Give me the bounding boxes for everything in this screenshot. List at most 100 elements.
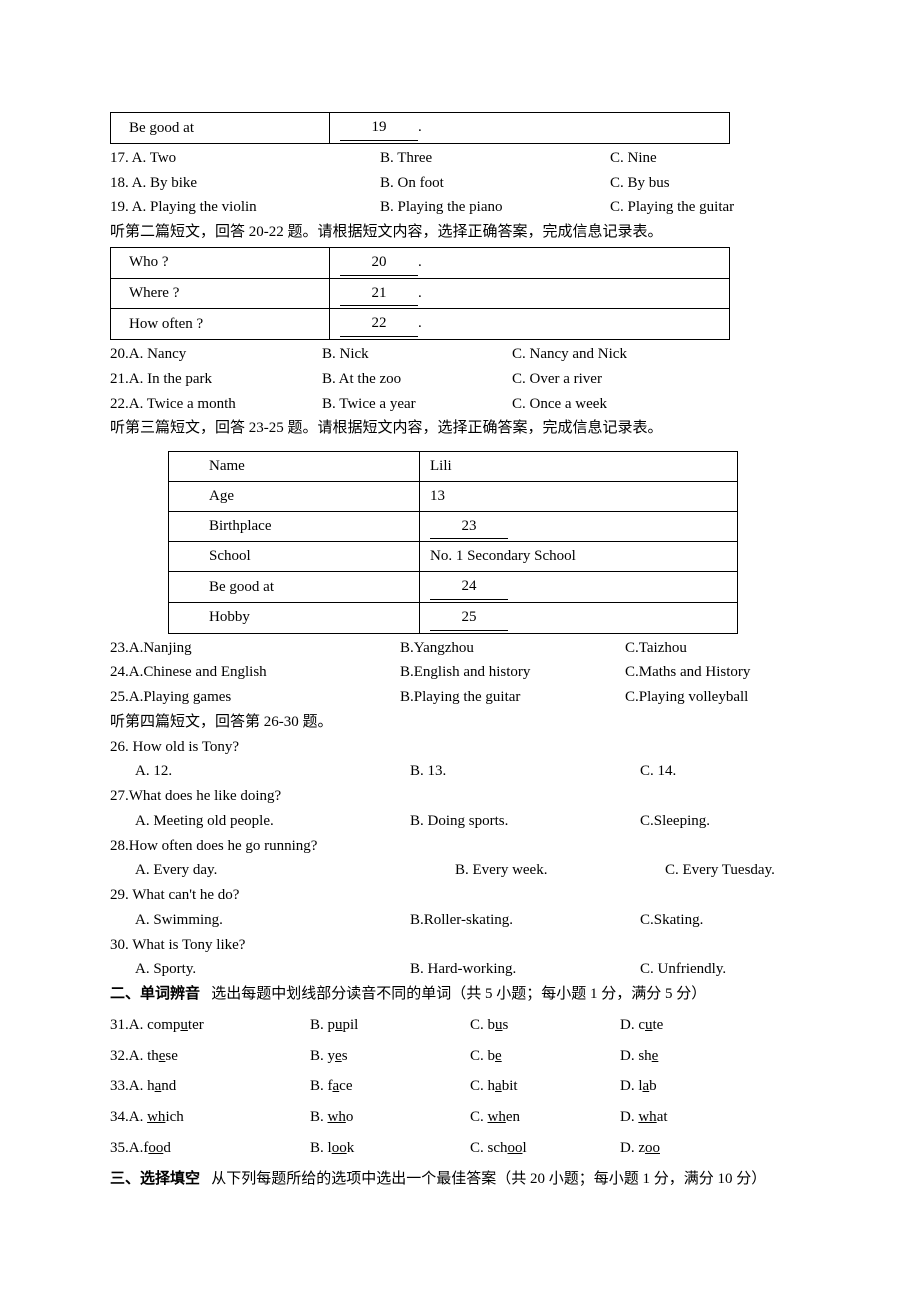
- cell-value: 23: [420, 511, 738, 542]
- opt-c: C. Playing the guitar: [610, 195, 825, 220]
- opt-c: C. Nancy and Nick: [512, 342, 825, 367]
- cell-value: 24: [420, 572, 738, 603]
- blank-24: 24: [430, 574, 508, 600]
- opt-a: 19. A. Playing the violin: [110, 195, 380, 220]
- table-row: Who ? 20.: [111, 247, 730, 278]
- section-2-title: 二、单词辨音: [110, 986, 200, 1002]
- cell-value: 19.: [330, 113, 730, 144]
- section-2-heading: 二、单词辨音 选出每题中划线部分读音不同的单词（共 5 小题；每小题 1 分，满…: [110, 982, 825, 1007]
- cell-label: Be good at: [111, 113, 330, 144]
- blank-22: 22: [340, 311, 418, 337]
- opt-b: B. Nick: [322, 342, 512, 367]
- opt-b: B.English and history: [400, 660, 625, 685]
- q30-opts: A. Sporty. B. Hard-working. C. Unfriendl…: [110, 957, 825, 982]
- section-3-title: 三、选择填空: [110, 1171, 200, 1187]
- opt-c: C. when: [470, 1105, 620, 1130]
- opt-c: C. school: [470, 1136, 620, 1161]
- blank-23: 23: [430, 514, 508, 540]
- cell-label: Name: [169, 452, 420, 482]
- opt-c: C. Unfriendly.: [640, 957, 825, 982]
- q26-opts: A. 12. B. 13. C. 14.: [110, 759, 825, 784]
- opt-c: C.Skating.: [640, 908, 825, 933]
- opt-b: B. At the zoo: [322, 367, 512, 392]
- q25: 25.A.Playing games B.Playing the guitar …: [110, 685, 825, 710]
- opt-b: B.Playing the guitar: [400, 685, 625, 710]
- q21: 21.A. In the park B. At the zoo C. Over …: [110, 367, 825, 392]
- table-row: Birthplace 23: [169, 511, 738, 542]
- opt-c: C. Once a week: [512, 392, 825, 417]
- opt-c: C.Playing volleyball: [625, 685, 825, 710]
- q35: 35.A.food B. look C. school D. zoo: [110, 1136, 825, 1161]
- cell-label: Where ?: [111, 278, 330, 309]
- table-row: School No. 1 Secondary School: [169, 542, 738, 572]
- cell-value: Lili: [420, 452, 738, 482]
- q30: 30. What is Tony like?: [110, 933, 825, 958]
- opt-b: B. pupil: [310, 1013, 470, 1038]
- q28: 28.How often does he go running?: [110, 834, 825, 859]
- opt-b: B. yes: [310, 1044, 470, 1069]
- table-row: Where ? 21.: [111, 278, 730, 309]
- cell-label: School: [169, 542, 420, 572]
- q33: 33.A. hand B. face C. habit D. lab: [110, 1074, 825, 1099]
- opt-a: 17. A. Two: [110, 146, 380, 171]
- q17: 17. A. Two B. Three C. Nine: [110, 146, 825, 171]
- q26: 26. How old is Tony?: [110, 735, 825, 760]
- opt-c: C.Taizhou: [625, 636, 825, 661]
- opt-c: C. By bus: [610, 171, 825, 196]
- opt-a: A. 12.: [135, 759, 410, 784]
- opt-b: B. Every week.: [455, 858, 665, 883]
- opt-a: 33.A. hand: [110, 1074, 310, 1099]
- section-2-desc: 选出每题中划线部分读音不同的单词（共 5 小题；每小题 1 分，满分 5 分）: [211, 986, 706, 1002]
- q31: 31.A. computer B. pupil C. bus D. cute: [110, 1013, 825, 1038]
- q27-opts: A. Meeting old people. B. Doing sports. …: [110, 809, 825, 834]
- cell-label: Hobby: [169, 602, 420, 633]
- q28-opts: A. Every day. B. Every week. C. Every Tu…: [110, 858, 825, 883]
- table-row: Be good at 19.: [111, 113, 730, 144]
- opt-a: 35.A.food: [110, 1136, 310, 1161]
- opt-a: 22.A. Twice a month: [110, 392, 322, 417]
- opt-b: B. Twice a year: [322, 392, 512, 417]
- cell-value: 25: [420, 602, 738, 633]
- opt-a: A. Sporty.: [135, 957, 410, 982]
- table-row: How often ? 22.: [111, 309, 730, 340]
- section-3-desc: 从下列每题所给的选项中选出一个最佳答案（共 20 小题；每小题 1 分，满分 1…: [211, 1171, 766, 1187]
- opt-a: A. Meeting old people.: [135, 809, 410, 834]
- opt-a: 20.A. Nancy: [110, 342, 322, 367]
- opt-b: B. Three: [380, 146, 610, 171]
- opt-b: B. Doing sports.: [410, 809, 640, 834]
- opt-a: 24.A.Chinese and English: [110, 660, 400, 685]
- opt-a: 25.A.Playing games: [110, 685, 400, 710]
- opt-c: C.Sleeping.: [640, 809, 825, 834]
- q29: 29. What can't he do?: [110, 883, 825, 908]
- opt-a: 18. A. By bike: [110, 171, 380, 196]
- opt-c: C. bus: [470, 1013, 620, 1038]
- opt-d: D. cute: [620, 1013, 825, 1038]
- opt-c: C. Over a river: [512, 367, 825, 392]
- table-row: Age 13: [169, 481, 738, 511]
- q22: 22.A. Twice a month B. Twice a year C. O…: [110, 392, 825, 417]
- opt-a: 31.A. computer: [110, 1013, 310, 1038]
- q19: 19. A. Playing the violin B. Playing the…: [110, 195, 825, 220]
- opt-d: D. zoo: [620, 1136, 825, 1161]
- opt-a: 32.A. these: [110, 1044, 310, 1069]
- cell-value: 13: [420, 481, 738, 511]
- blank-25: 25: [430, 605, 508, 631]
- opt-b: B. On foot: [380, 171, 610, 196]
- section-3-heading: 三、选择填空 从下列每题所给的选项中选出一个最佳答案（共 20 小题；每小题 1…: [110, 1167, 825, 1192]
- q29-opts: A. Swimming. B.Roller-skating. C.Skating…: [110, 908, 825, 933]
- q27: 27.What does he like doing?: [110, 784, 825, 809]
- opt-c: C. Every Tuesday.: [665, 858, 825, 883]
- blank-21: 21: [340, 281, 418, 307]
- cell-value: 22.: [330, 309, 730, 340]
- opt-a: 21.A. In the park: [110, 367, 322, 392]
- cell-label: Be good at: [169, 572, 420, 603]
- opt-b: B.Roller-skating.: [410, 908, 640, 933]
- instruction-4: 听第四篇短文，回答第 26-30 题。: [110, 710, 825, 735]
- opt-b: B. Hard-working.: [410, 957, 640, 982]
- opt-c: C. be: [470, 1044, 620, 1069]
- table-lili: Name Lili Age 13 Birthplace 23 School No…: [168, 451, 738, 634]
- cell-label: How often ?: [111, 309, 330, 340]
- table-row: Hobby 25: [169, 602, 738, 633]
- cell-value: No. 1 Secondary School: [420, 542, 738, 572]
- blank-19: 19: [340, 115, 418, 141]
